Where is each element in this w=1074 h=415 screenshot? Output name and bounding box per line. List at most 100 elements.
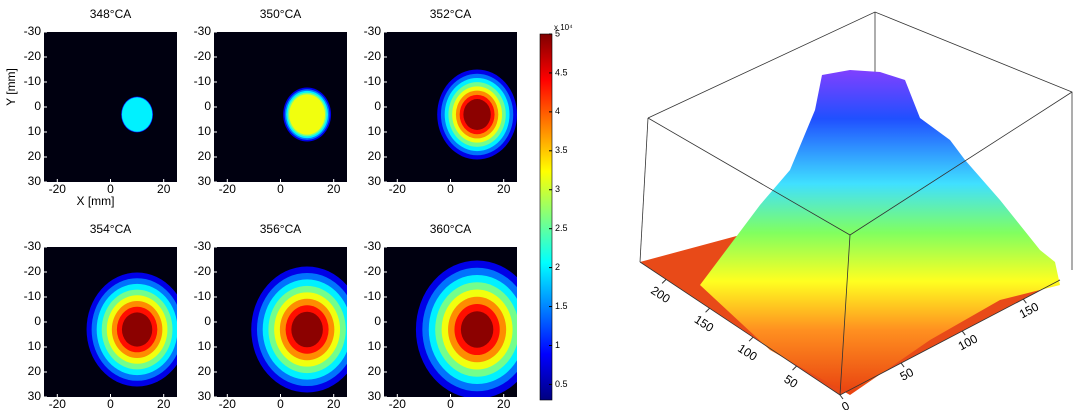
x-tick-label: -20 [389,397,407,410]
y-tick-label: -30 [24,239,42,253]
x-tick-label: 0 [447,397,454,410]
x-tick-label: 20 [497,397,511,410]
colorbar-tick-label: 3.5 [555,145,568,155]
x-tick-label: -20 [49,182,67,196]
surface-plot [640,12,1072,395]
x-tick-label: 20 [327,397,341,410]
x-tick-label: -20 [49,397,67,410]
y-tick-label: 150 [692,312,717,335]
heatmap-level [463,99,490,130]
x-tick [962,331,965,335]
y-tick-label: 0 [374,99,381,113]
y-tick-label: -20 [194,264,212,278]
panel-title: 360°CA [430,222,472,236]
y-tick-label: -10 [194,74,212,88]
heatmap-level [289,94,325,135]
heatmap-level [291,312,323,348]
x-tick [1023,299,1026,303]
y-tick-label: 20 [368,364,382,378]
y-tick-label: 10 [198,124,212,138]
y-tick-label: 20 [368,149,382,163]
colorbar-tick-label: 1.5 [555,301,568,311]
y-tick-label: 20 [198,364,212,378]
y-tick-label: -20 [364,264,382,278]
x-tick [840,395,843,399]
x-axis-label: X [mm] [77,194,115,208]
y-tick-label: 0 [374,314,381,328]
y-tick-label: -30 [364,239,382,253]
panel-title: 356°CA [260,222,302,236]
y-tick-label: 10 [28,124,42,138]
y-tick-label: 30 [198,174,212,188]
y-tick-label: 0 [204,99,211,113]
y-tick [706,308,710,312]
x-tick-label: 20 [497,182,511,196]
y-tick-label: -20 [24,49,42,63]
heatmap-image [437,70,517,160]
heatmap-image [283,88,331,142]
y-tick-label: -10 [364,74,382,88]
x-tick-label: 100 [956,331,981,353]
y-tick-label: 50 [782,372,801,391]
y-axis-label: Y [mm] [4,68,18,106]
y-tick-label: 10 [368,124,382,138]
x-tick-label: 20 [157,182,171,196]
x-tick-label: 150 [1017,299,1042,321]
colorbar-label: x 10⁴ [554,23,573,32]
y-tick-label: 30 [368,389,382,403]
colorbar-tick-label: 0.5 [555,379,568,389]
heatmap-image [121,97,153,133]
y-tick-label: -30 [364,24,382,38]
y-tick-label: -10 [24,74,42,88]
heatmap-image [251,267,363,393]
panel-title: 354°CA [90,222,132,236]
y-tick-label: -20 [364,49,382,63]
heatmap-image [416,261,538,399]
y-tick-label: 200 [648,283,673,306]
y-tick-label: -30 [194,239,212,253]
colorbar-tick-label: 2 [555,262,560,272]
y-tick-label: 30 [28,174,42,188]
y-tick-label: 0 [204,314,211,328]
y-tick-label: -20 [194,49,212,63]
y-tick-label: 20 [198,149,212,163]
y-tick-label: -10 [24,289,42,303]
x-tick-label: 0 [107,397,114,410]
surface [700,70,1060,395]
x-tick-label: 0 [277,397,284,410]
x-tick-label: 50 [898,365,917,384]
heatmap-bg [44,32,177,182]
y-tick-label: -20 [24,264,42,278]
y-tick-label: 30 [198,389,212,403]
box-edge [640,118,648,262]
y-tick-label: 10 [28,339,42,353]
x-tick-label: -20 [219,397,237,410]
y-tick [662,279,666,283]
y-tick-label: 20 [28,149,42,163]
x-tick [901,363,904,367]
x-tick-label: -20 [219,182,237,196]
y-tick-label: 30 [28,389,42,403]
colorbar-tick-label: 1 [555,340,560,350]
x-tick-label: 20 [327,182,341,196]
y-tick-label: -30 [194,24,212,38]
y-tick-label: -10 [364,289,382,303]
y-tick-label: 0 [34,314,41,328]
x-tick-label: 0 [277,182,284,196]
y-tick-label: 10 [198,339,212,353]
y-tick-label: 30 [368,174,382,188]
y-tick-label: 10 [368,339,382,353]
x-tick-label: 20 [157,397,171,410]
heatmap-level [122,312,152,346]
colorbar-tick-label: 3 [555,184,560,194]
y-tick-label: 20 [28,364,42,378]
heatmap-level [461,311,493,348]
figure: 348°CA-20020-30-20-100102030X [mm]Y [mm]… [0,0,1074,410]
panel-title: 352°CA [430,7,472,21]
panel-title: 348°CA [90,7,132,21]
heatmap-level [122,97,152,131]
y-tick-label: 100 [735,341,760,364]
colorbar-tick-label: 4 [555,106,560,116]
heatmap-image [87,273,188,387]
y-tick-label: -30 [24,24,42,38]
